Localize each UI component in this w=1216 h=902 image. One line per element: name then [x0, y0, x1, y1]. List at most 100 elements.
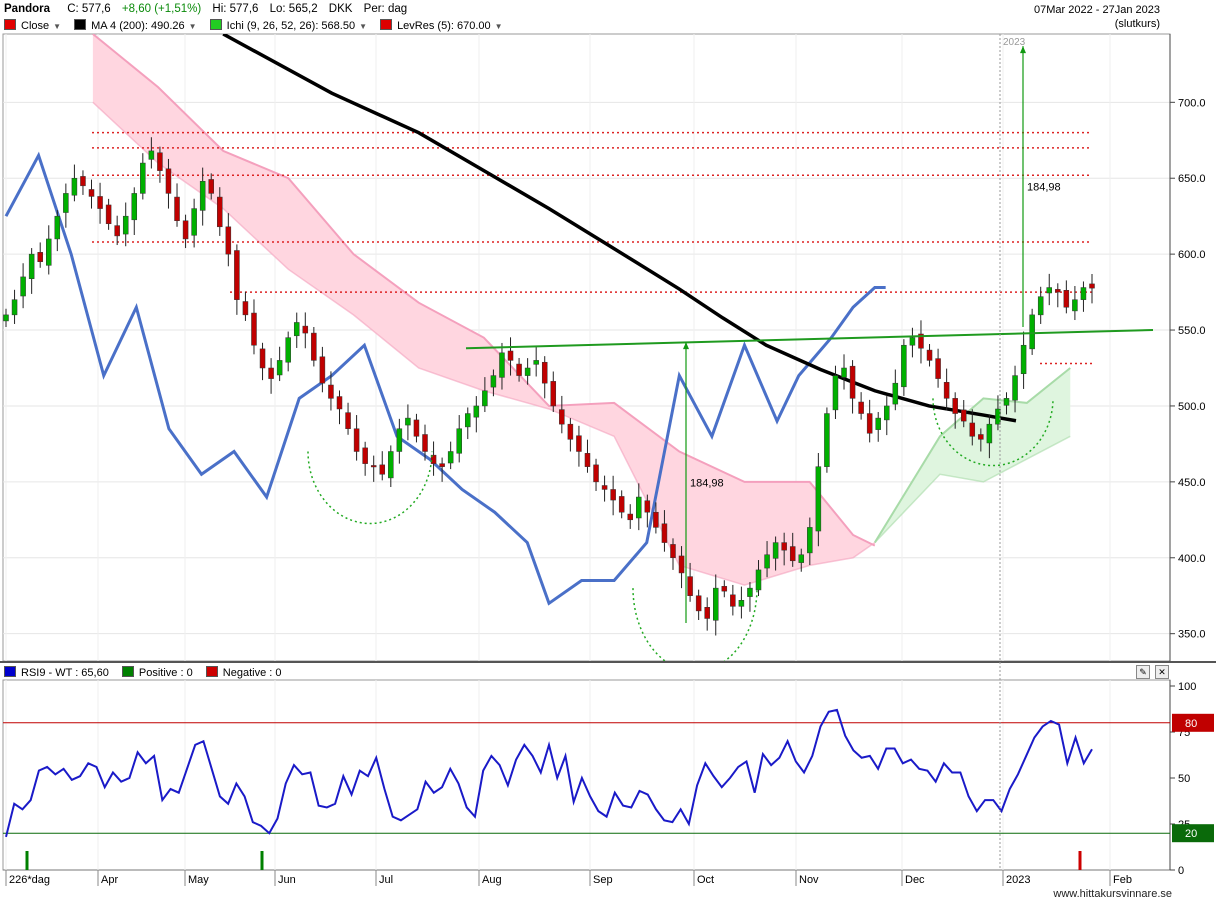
- candle-body: [995, 408, 1001, 425]
- rsi-legend: RSI9 - WT : 65,60 Positive : 0 Negative …: [4, 666, 291, 679]
- legend-ma[interactable]: MA 4 (200): 490.26 ▼: [74, 19, 197, 32]
- candle-body: [866, 413, 873, 434]
- candle-body: [1003, 398, 1010, 406]
- positive-swatch: [121, 666, 134, 677]
- relative-strength-line: [4, 151, 886, 606]
- cloud-edge: [874, 435, 1071, 544]
- candle-body: [370, 465, 377, 468]
- signal-bar: [260, 851, 264, 870]
- candle-body: [687, 576, 693, 596]
- target-arrow-right-head: [1020, 46, 1026, 54]
- legend-ichimoku[interactable]: Ichi (9, 26, 52, 26): 568.50 ▼: [209, 19, 367, 32]
- candle-body: [20, 276, 26, 297]
- resistance-levels: [92, 131, 1092, 365]
- candle-body: [1080, 287, 1087, 300]
- legend-positive[interactable]: Positive : 0: [121, 666, 193, 679]
- legend-levres[interactable]: LevRes (5): 670.00 ▼: [380, 19, 503, 32]
- price-tick-label: 600.0: [1178, 249, 1206, 261]
- candle-body: [447, 451, 454, 464]
- date-range-block: 07Mar 2022 - 27Jan 2023 (slutkurs): [1034, 3, 1160, 31]
- site-footer[interactable]: www.hittakursvinnare.se: [1053, 888, 1172, 900]
- candle-body: [276, 360, 283, 376]
- candle-body: [1029, 314, 1035, 350]
- candle-body: [824, 413, 830, 467]
- candle-body: [524, 367, 531, 376]
- candle-body: [242, 301, 249, 316]
- candle-body: [1072, 299, 1078, 312]
- candle-body: [516, 363, 522, 376]
- date-tick-label: Feb: [1113, 874, 1132, 886]
- candle-body: [293, 322, 300, 337]
- candle-body: [678, 555, 685, 574]
- legend-positive-label: Positive : 0: [138, 667, 193, 679]
- legend-close[interactable]: Close ▼: [4, 19, 61, 32]
- candle-body: [11, 299, 18, 316]
- candle-body: [285, 337, 291, 363]
- candle-body: [884, 405, 890, 421]
- chevron-down-icon[interactable]: ▼: [188, 22, 197, 31]
- date-axis: 226*dag Apr May Jun Jul Aug Sep Oct Nov Dec 2023 Fe…: [5, 870, 1132, 886]
- low-value: Lo: 565,2: [269, 3, 318, 15]
- indicator-legend: Close ▼ MA 4 (200): 490.26 ▼ Ichi (9, 26, …: [4, 19, 513, 32]
- candle-body: [815, 466, 822, 532]
- target-arrow-left-label: 184,98: [690, 478, 724, 490]
- indicator-lines: [4, 34, 1017, 606]
- candle-body: [918, 333, 924, 349]
- candle-body: [302, 325, 309, 334]
- neckline-trendline: [465, 329, 1154, 350]
- close-icon[interactable]: ✕: [1155, 665, 1169, 679]
- date-tick-label: Apr: [101, 874, 118, 886]
- candle-body: [892, 382, 899, 405]
- rsi-level-badge: [1172, 824, 1214, 843]
- chevron-down-icon[interactable]: ▼: [494, 22, 503, 31]
- candle-body: [499, 352, 505, 378]
- candle-body: [926, 349, 933, 361]
- price-axis: 350.0 400.0 450.0 500.0 550.0 600.0 650.0 700.0: [1169, 34, 1206, 661]
- candle-body: [191, 208, 197, 236]
- price-tick-label: 550.0: [1178, 325, 1206, 337]
- candle-body: [71, 177, 78, 196]
- chart-header: Pandora C: 577,6 +8,60 (+1,51%) Hi: 577,…: [0, 0, 1216, 34]
- candle-body: [798, 554, 805, 563]
- legend-rsi[interactable]: RSI9 - WT : 65,60: [4, 666, 109, 679]
- price-tick-label: 650.0: [1178, 173, 1206, 185]
- candle-body: [755, 569, 762, 591]
- rsi-panel-frame: [2, 679, 1171, 871]
- candle-body: [935, 358, 941, 379]
- candle-body: [1063, 290, 1070, 308]
- candle-body: [610, 489, 616, 501]
- candle-body: [336, 396, 343, 410]
- candle-body: [430, 454, 437, 464]
- candle-body: [533, 360, 539, 365]
- ichimoku-swatch: [209, 19, 222, 30]
- candle-body: [422, 434, 428, 452]
- change-value: +8,60 (+1,51%): [121, 3, 202, 15]
- candle-body: [105, 204, 112, 225]
- candle-body: [661, 523, 668, 543]
- rsi-panel: 02550751008020: [3, 680, 1214, 877]
- candle-body: [251, 312, 257, 346]
- date-tick-label: Oct: [697, 874, 714, 886]
- candle-body: [738, 600, 745, 607]
- candle-body: [63, 193, 69, 213]
- legend-negative[interactable]: Negative : 0: [205, 666, 281, 679]
- date-range: 07Mar 2022 - 27Jan 2023: [1034, 4, 1160, 16]
- candle-body: [721, 586, 728, 592]
- candle-body: [1020, 344, 1027, 375]
- candle-body: [131, 193, 138, 221]
- candle-body: [456, 428, 462, 454]
- legend-rsi-label: RSI9 - WT : 65,60: [21, 667, 109, 679]
- date-tick-label: Jun: [278, 874, 296, 886]
- settings-icon[interactable]: ✎: [1136, 665, 1150, 679]
- close-swatch: [4, 19, 16, 30]
- date-tick-label: Nov: [799, 874, 819, 886]
- candle-body: [199, 181, 206, 211]
- candle-body: [858, 401, 864, 414]
- candle-body: [618, 496, 625, 513]
- candle-body: [807, 527, 813, 554]
- ma-swatch: [74, 19, 87, 30]
- chevron-down-icon[interactable]: ▼: [359, 22, 367, 31]
- chevron-down-icon[interactable]: ▼: [53, 22, 62, 31]
- candle-body: [353, 428, 360, 452]
